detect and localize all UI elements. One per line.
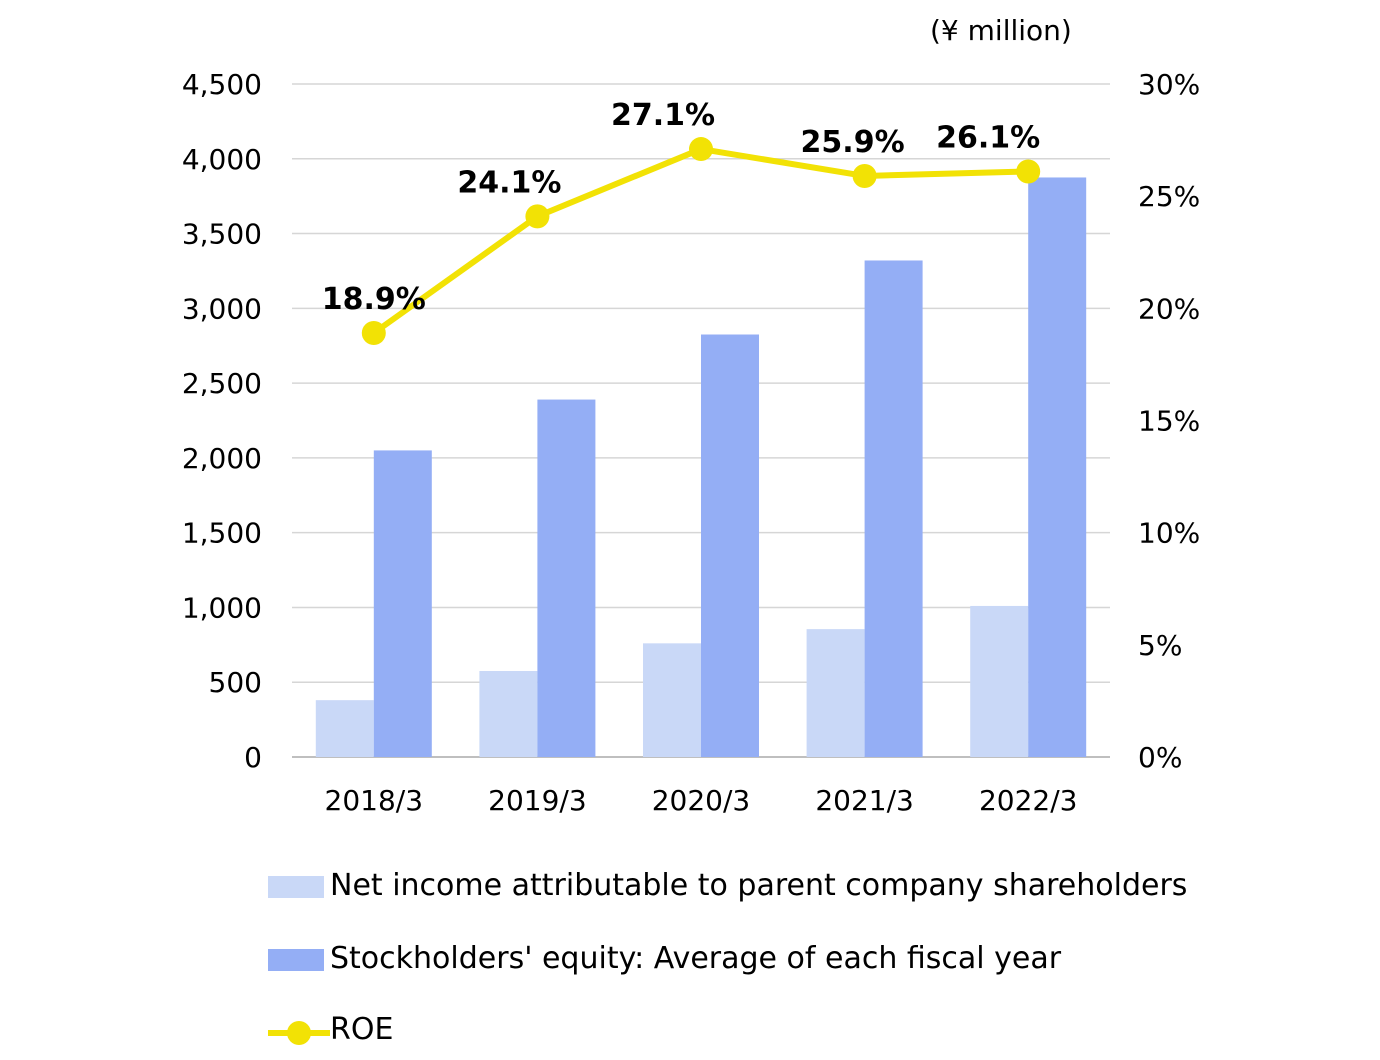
roe-data-label: 26.1% [936, 120, 1040, 155]
bar-net-income [643, 643, 701, 757]
chart: 0 500 1,000 1,500 2,000 2,500 3,000 3,500 4,000 4… [182, 68, 1200, 817]
y-right-tick-label: 10% [1138, 517, 1200, 550]
y-right-tick-label: 15% [1138, 405, 1200, 438]
bar-equity [1028, 177, 1087, 757]
y-right-tick-label: 5% [1138, 629, 1182, 662]
bar-equity [864, 260, 923, 757]
x-tick-label: 2022/3 [979, 784, 1078, 817]
legend-swatch-net-income [268, 876, 324, 898]
legend-label-equity: Stockholders' equity: Average of each fi… [330, 941, 1062, 976]
legend-item-roe: ROE [268, 1008, 1368, 1056]
roe-point [689, 137, 713, 162]
bar-equity [701, 334, 759, 757]
y-left-tick-label: 0 [244, 741, 262, 774]
roe-point [525, 204, 550, 229]
legend-item-net-income: Net income attributable to parent compan… [268, 864, 1368, 912]
y-left-tick-label: 500 [209, 666, 262, 699]
y-right-tick-label: 25% [1138, 180, 1200, 213]
y-left-tick-label: 4,500 [182, 68, 262, 101]
x-tick-label: 2020/3 [652, 784, 751, 817]
roe-data-label: 27.1% [611, 98, 715, 133]
bar-net-income [806, 629, 865, 757]
legend-label-roe: ROE [330, 1012, 394, 1047]
roe-point [361, 321, 386, 346]
y-left-tick-label: 1,500 [182, 517, 262, 550]
legend-swatch-roe [268, 1021, 330, 1045]
y-left-tick-label: 1,000 [182, 591, 262, 624]
roe-data-label: 25.9% [801, 125, 905, 160]
y-left-tick-label: 2,000 [182, 442, 262, 475]
bar-net-income [315, 700, 374, 757]
roe-point [1016, 159, 1041, 184]
bar-equity [373, 450, 432, 757]
x-tick-label: 2019/3 [488, 784, 587, 817]
roe-data-label: 24.1% [457, 165, 561, 200]
y-right-tick-label: 20% [1138, 292, 1200, 325]
y-left-tick-label: 4,000 [182, 143, 262, 176]
roe-data-label: 18.9% [322, 282, 426, 317]
y-left-tick-label: 3,000 [182, 292, 262, 325]
bar-equity [537, 399, 596, 757]
legend-label-net-income: Net income attributable to parent compan… [330, 868, 1188, 903]
y-left-tick-label: 3,500 [182, 218, 262, 251]
x-tick-label: 2018/3 [325, 784, 424, 817]
legend-swatch-equity [268, 949, 324, 971]
bar-net-income [479, 671, 538, 757]
y-left-tick-label: 2,500 [182, 367, 262, 400]
y-right-tick-label: 0% [1138, 741, 1182, 774]
roe-point [852, 163, 877, 188]
unit-label: (¥ million) [930, 14, 1072, 47]
legend-item-equity: Stockholders' equity: Average of each fi… [268, 937, 1368, 985]
bar-net-income [970, 605, 1029, 757]
y-right-tick-label: 30% [1138, 68, 1200, 101]
x-tick-label: 2021/3 [815, 784, 914, 817]
